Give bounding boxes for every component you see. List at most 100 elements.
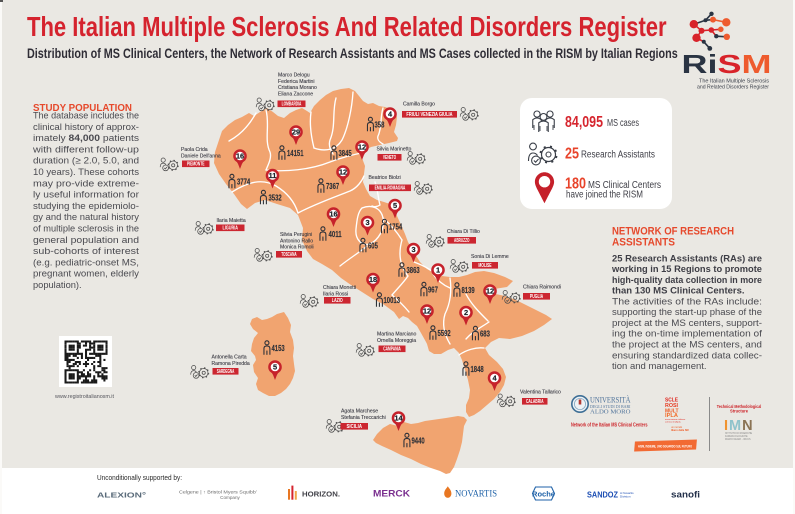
svg-text:3845: 3845 (339, 148, 352, 158)
svg-text:Paola Crida: Paola Crida (181, 147, 208, 153)
svg-text:Structure: Structure (730, 408, 748, 414)
svg-text:Stefania Treccarichi: Stefania Treccarichi (341, 415, 386, 421)
svg-text:MERCK: MERCK (373, 489, 410, 500)
svg-text:Silvia Perugini: Silvia Perugini (280, 232, 312, 238)
svg-text:un mondo: un mondo (671, 426, 683, 429)
svg-text:high-quality data collection i: high-quality data collection in more (612, 275, 762, 286)
svg-text:358: 358 (375, 119, 385, 129)
svg-text:SANDOZ: SANDOZ (587, 490, 618, 500)
svg-text:NOVARTIS: NOVARTIS (455, 489, 497, 499)
svg-text:14: 14 (394, 414, 403, 423)
svg-text:than 130 MS Clinical Centers.: than 130 MS Clinical Centers. (612, 286, 745, 297)
svg-text:Eliana Zaccone: Eliana Zaccone (278, 92, 313, 98)
svg-text:Monica Romoli: Monica Romoli (280, 245, 314, 251)
svg-text:Daniele Dell'anna: Daniele Dell'anna (181, 153, 221, 159)
svg-text:Roche: Roche (532, 490, 555, 499)
svg-text:Silvia Marinetto: Silvia Marinetto (377, 147, 412, 153)
svg-text:3863: 3863 (407, 265, 420, 275)
svg-text:MS cases: MS cases (607, 118, 639, 129)
svg-text:may pro-vide extreme-: may pro-vide extreme- (33, 178, 139, 188)
svg-text:tion and management.: tion and management. (612, 361, 707, 372)
svg-text:1754: 1754 (389, 221, 402, 231)
svg-text:3774: 3774 (237, 176, 250, 186)
svg-text:84,095: 84,095 (565, 114, 603, 131)
svg-text:18: 18 (369, 275, 377, 284)
svg-text:Antonella Carta: Antonella Carta (212, 355, 247, 361)
svg-text:gy and the natural history: gy and the natural history (33, 212, 139, 222)
svg-text:9440: 9440 (412, 435, 425, 445)
svg-text:studying the epidemiolo-: studying the epidemiolo- (33, 201, 139, 211)
svg-text:IMN: IMN (724, 418, 753, 434)
svg-text:180: 180 (565, 175, 586, 192)
svg-text:with different follow-up: with different follow-up (32, 144, 139, 154)
svg-text:12: 12 (339, 168, 347, 177)
svg-text:4011: 4011 (329, 229, 342, 239)
svg-text:10013: 10013 (384, 295, 401, 305)
svg-text:SARDEGNA: SARDEGNA (217, 369, 235, 375)
svg-text:ISTITUTO DI RICERCHE: ISTITUTO DI RICERCHE (725, 432, 752, 435)
svg-text:Federica Martini: Federica Martini (278, 79, 315, 85)
svg-text:Celgene | ↑ Bristol Myers Squi: Celgene | ↑ Bristol Myers Squibb’ (179, 490, 257, 495)
svg-text:Chiara Raimondi: Chiara Raimondi (523, 285, 561, 291)
svg-text:Technical Methodological: Technical Methodological (717, 404, 762, 410)
svg-text:HORIZON.: HORIZON. (302, 490, 340, 499)
svg-text:UNIVERSITÀ: UNIVERSITÀ (590, 395, 631, 405)
svg-text:AISM, INSIEME, UNO SGUARDO SUL: AISM, INSIEME, UNO SGUARDO SUL FUTURO (638, 445, 692, 449)
svg-text:STUDY POPULATION: STUDY POPULATION (33, 103, 132, 114)
svg-text:Unconditionally supported by:: Unconditionally supported by: (97, 473, 182, 482)
svg-text:12: 12 (358, 143, 366, 152)
svg-text:imately 84,000 patients: imately 84,000 patients (33, 133, 139, 143)
svg-text:Martina Marciano: Martina Marciano (377, 332, 417, 338)
svg-text:CAMPANIA: CAMPANIA (383, 347, 401, 353)
svg-text:PUGLIA: PUGLIA (530, 294, 543, 300)
svg-text:967: 967 (428, 284, 438, 294)
svg-text:ing the on-time implementation: ing the on-time implementation of (612, 329, 762, 340)
svg-text:LOMBARDIA: LOMBARDIA (282, 102, 302, 108)
svg-text:1848: 1848 (471, 364, 484, 374)
svg-text:Cristiana Morano: Cristiana Morano (278, 85, 317, 91)
svg-text:4153: 4153 (272, 343, 285, 353)
svg-text:of multiple sclerosis in the: of multiple sclerosis in the (33, 224, 139, 234)
svg-text:LIGURIA: LIGURIA (223, 226, 239, 232)
svg-text:MOLISE: MOLISE (478, 263, 492, 269)
svg-text:ASSISTANTS: ASSISTANTS (612, 236, 675, 248)
svg-text:general population and: general population and (33, 235, 139, 245)
svg-text:10 years). These cohorts: 10 years). These cohorts (33, 167, 139, 177)
svg-text:Research Assistants: Research Assistants (581, 150, 655, 161)
svg-text:DEGLI STUDI DI BARI: DEGLI STUDI DI BARI (590, 404, 631, 409)
svg-text:Ornella Moreggia: Ornella Moreggia (377, 338, 416, 344)
svg-text:VENETO: VENETO (383, 155, 396, 161)
svg-text:Company: Company (220, 495, 240, 500)
svg-text:29: 29 (292, 128, 300, 137)
svg-text:IPLA: IPLA (665, 413, 679, 419)
svg-text:16: 16 (236, 152, 244, 161)
svg-text:The database includes the: The database includes the (33, 111, 139, 121)
svg-text:2: 2 (464, 308, 468, 317)
svg-text:4: 4 (388, 110, 393, 119)
svg-text:Valentina Tallarico: Valentina Tallarico (520, 390, 561, 396)
svg-text:www.registroitalianosm.it: www.registroitalianosm.it (54, 394, 114, 400)
svg-text:FRIULI VENEZIA GIULIA: FRIULI VENEZIA GIULIA (406, 112, 453, 118)
svg-text:25: 25 (565, 145, 579, 162)
svg-text:libero dalla SM: libero dalla SM (671, 429, 689, 432)
svg-text:The activities of the RAs incl: The activities of the RAs include: (612, 296, 762, 307)
svg-text:Network of the Italian MS Clin: Network of the Italian MS Clinical Cente… (571, 423, 648, 429)
svg-text:TOSCANA: TOSCANA (281, 252, 297, 258)
svg-text:12: 12 (486, 287, 494, 296)
svg-text:Chiara Di Tillio: Chiara Di Tillio (447, 229, 480, 235)
svg-text:population).: population). (33, 280, 82, 290)
svg-text:MULT: MULT (665, 408, 679, 414)
svg-text:Camilla Borgo: Camilla Borgo (403, 102, 435, 108)
svg-text:clinical history of approx-: clinical history of approx- (33, 122, 139, 132)
svg-text:duration (≥ 2.0, 5.0, and: duration (≥ 2.0, 5.0, and (33, 156, 139, 166)
svg-text:12: 12 (423, 307, 431, 316)
svg-text:supporting the start-up phase: supporting the start-up phase of the (612, 307, 762, 318)
svg-text:Ilaria Rossi: Ilaria Rossi (323, 291, 348, 297)
svg-text:sub-cohorts of interest: sub-cohorts of interest (33, 246, 139, 256)
svg-text:8139: 8139 (462, 285, 475, 295)
svg-text:ALEXION°: ALEXION° (97, 492, 146, 500)
svg-text:16: 16 (329, 210, 337, 219)
svg-text:605: 605 (368, 240, 378, 250)
svg-text:the project at the MS centers,: the project at the MS centers, and (612, 340, 762, 351)
